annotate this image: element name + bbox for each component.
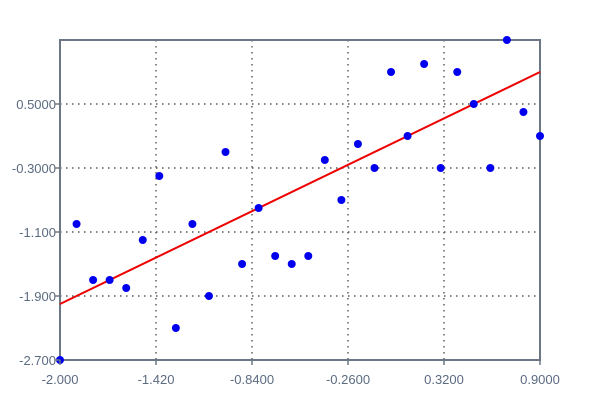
trend-line xyxy=(59,71,541,305)
data-point xyxy=(436,164,445,172)
trend-line-layer xyxy=(59,71,541,305)
data-point xyxy=(353,140,362,148)
plot-border xyxy=(59,39,541,361)
data-point xyxy=(72,220,81,228)
data-point xyxy=(536,132,544,140)
data-point xyxy=(89,276,98,284)
data-point xyxy=(502,36,511,44)
y-tick-label: -2.700 xyxy=(19,353,56,368)
data-point xyxy=(370,164,379,172)
data-point xyxy=(271,252,280,260)
y-tick-label: -0.3000 xyxy=(12,161,56,176)
x-tick-label: 0.9000 xyxy=(520,372,560,387)
data-point xyxy=(304,252,313,260)
x-tick-label: -0.2600 xyxy=(326,372,370,387)
data-point xyxy=(122,284,131,292)
data-point xyxy=(188,220,197,228)
x-tick-label: -0.8400 xyxy=(230,372,274,387)
data-point xyxy=(221,148,230,156)
data-point xyxy=(155,172,164,180)
x-tick-label: 0.3200 xyxy=(424,372,464,387)
x-axis-ticks: -2.000 -1.420 -0.8400 -0.2600 0.3200 0.9000 xyxy=(42,360,560,387)
grid-lines xyxy=(60,40,540,360)
data-point xyxy=(238,260,247,268)
y-tick-label: 0.5000 xyxy=(16,97,56,112)
data-point xyxy=(469,100,478,108)
data-point xyxy=(287,260,296,268)
y-tick-label: -1.900 xyxy=(19,289,56,304)
x-tick-label: -2.000 xyxy=(42,372,79,387)
data-point xyxy=(453,68,462,76)
data-point xyxy=(254,204,263,212)
data-point xyxy=(105,276,114,284)
data-point xyxy=(486,164,495,172)
data-point xyxy=(403,132,412,140)
y-axis-ticks: -2.700 -1.900 -1.100 -0.3000 0.5000 xyxy=(12,97,60,368)
y-tick-label: -1.100 xyxy=(19,225,56,240)
x-tick-label: -1.420 xyxy=(138,372,175,387)
data-point xyxy=(519,108,528,116)
data-point xyxy=(320,156,329,164)
plot-frame xyxy=(59,39,541,361)
data-point xyxy=(138,236,147,244)
data-points-layer xyxy=(56,36,544,364)
data-point xyxy=(171,324,180,332)
data-point xyxy=(204,292,213,300)
data-point xyxy=(387,68,396,76)
data-point xyxy=(337,196,346,204)
data-point xyxy=(420,60,429,68)
